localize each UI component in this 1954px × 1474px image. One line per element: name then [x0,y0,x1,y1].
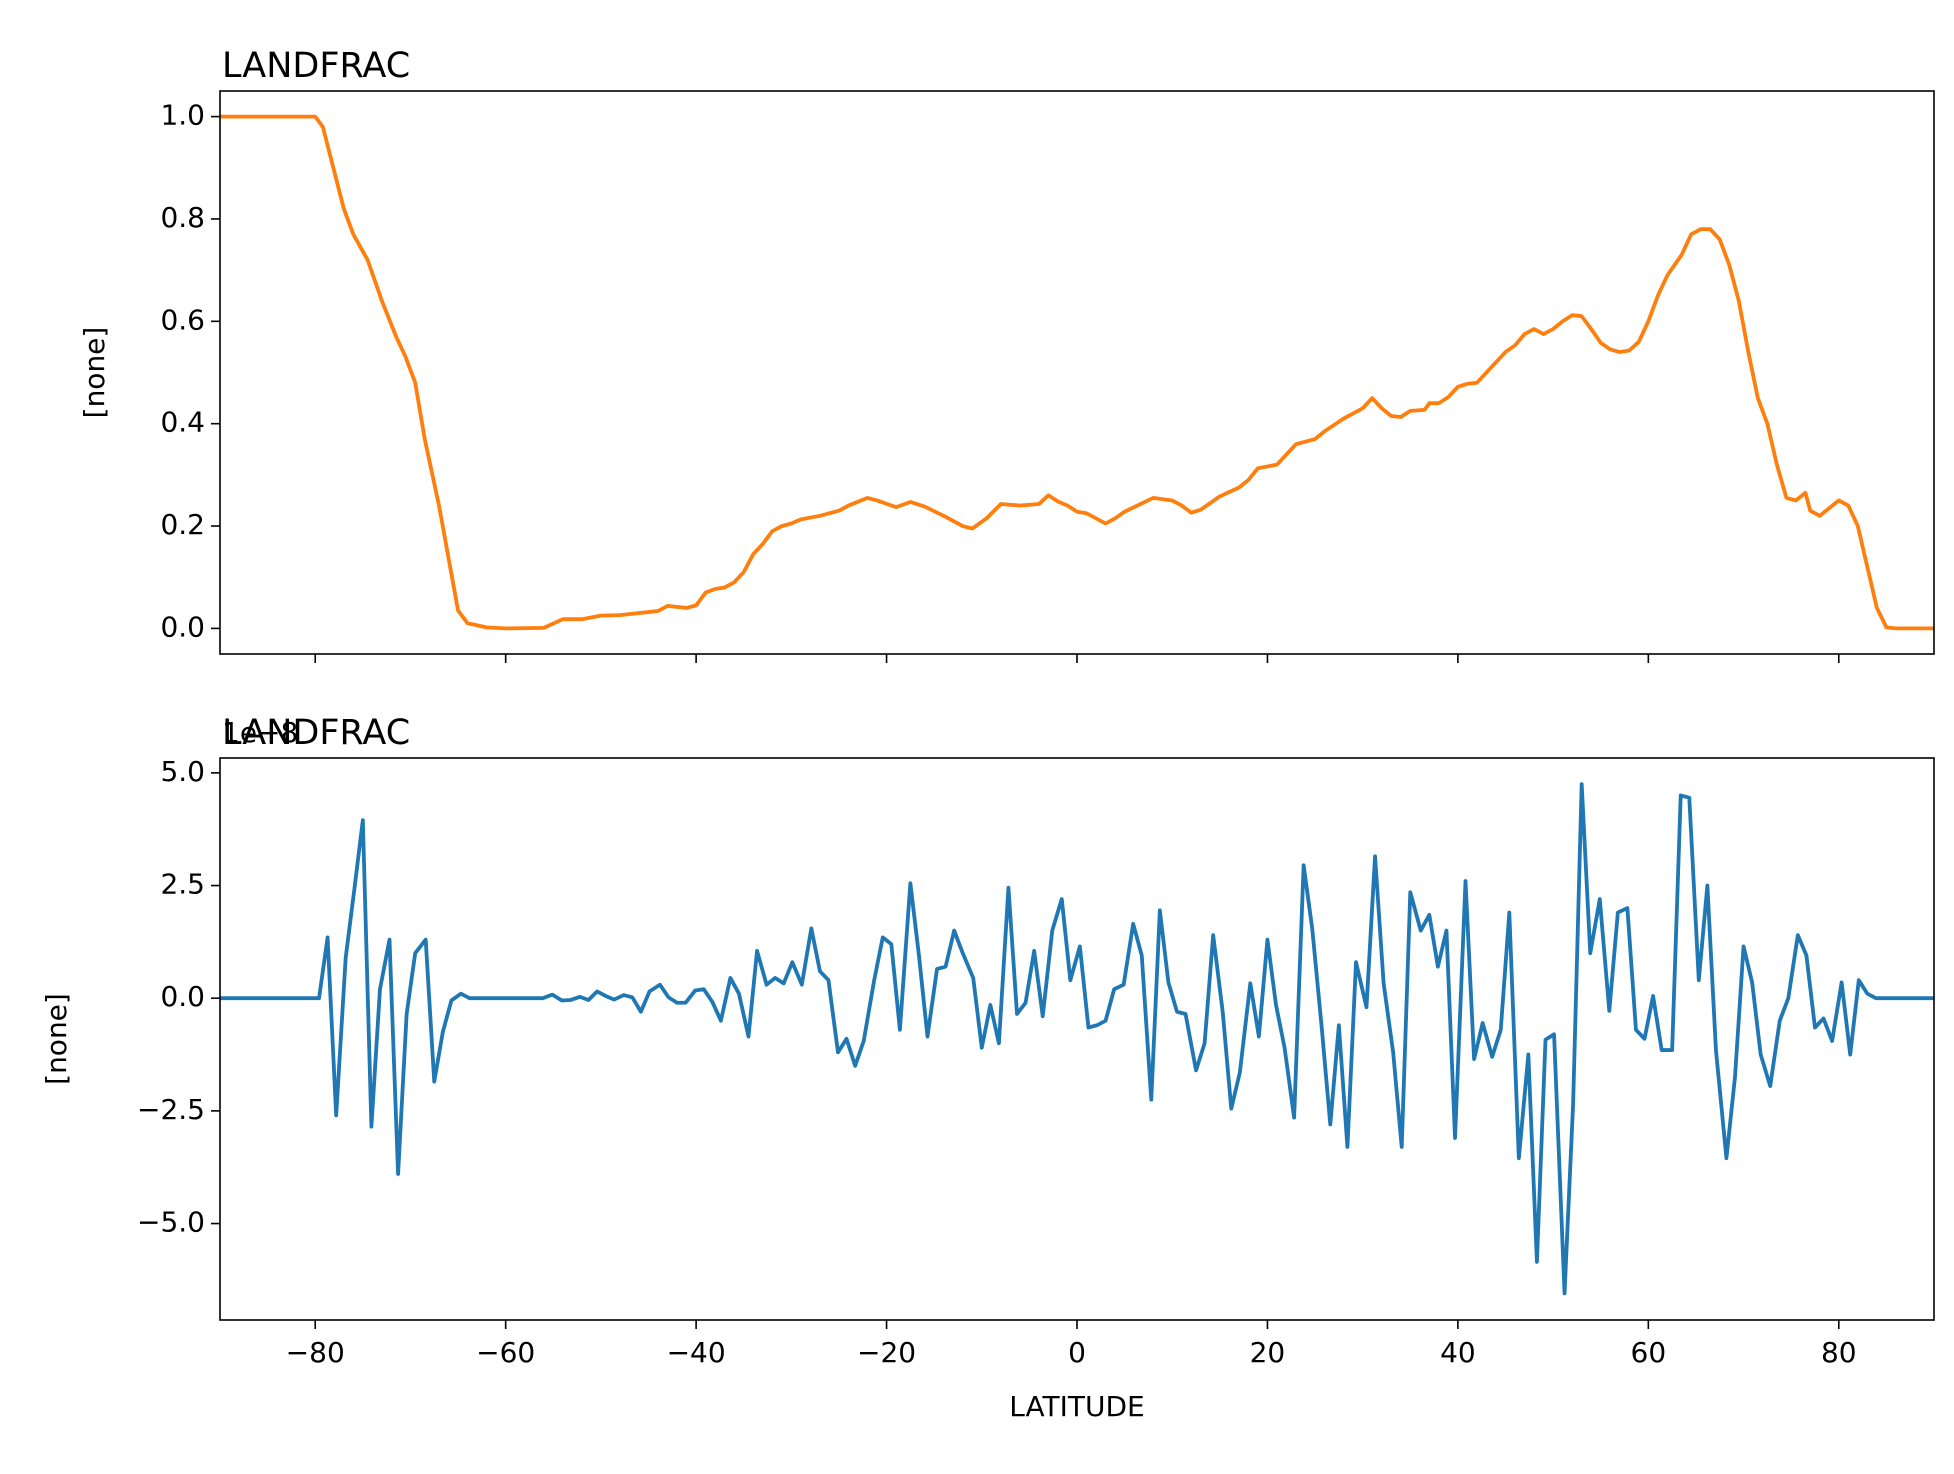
x-tick-label: 40 [1440,1336,1476,1369]
y-axis-label: [none] [78,327,111,419]
y-tick-label: 2.5 [160,868,205,901]
x-tick-label: −40 [667,1336,726,1369]
y-tick-label: 0.0 [160,980,205,1013]
y-tick-label: −5.0 [137,1206,205,1239]
x-tick-label: −20 [857,1336,916,1369]
y-tick-label: 5.0 [160,755,205,788]
plot-area [220,782,1934,1296]
y-tick-label: 1.0 [160,99,205,132]
x-tick-label: −80 [286,1336,345,1369]
x-tick-label: 80 [1821,1336,1857,1369]
plot-area [220,114,1934,631]
y-axis-label: [none] [40,993,73,1085]
x-axis-label: LATITUDE [1009,1390,1144,1423]
chart-title: LANDFRAC [222,713,410,753]
y-tick-label: 0.6 [160,303,205,336]
data-line [220,782,1934,1296]
y-tick-label: 0.0 [160,610,205,643]
x-tick-label: −60 [476,1336,535,1369]
axes-frame [219,90,1935,655]
y-tick-label: 0.2 [160,508,205,541]
offset-text: 1e−8 [222,716,298,749]
x-tick-label: 0 [1068,1336,1086,1369]
y-tick-label: 0.8 [160,201,205,234]
x-tick-label: 20 [1250,1336,1286,1369]
y-tick-label: 0.4 [160,406,205,439]
chart-title: LANDFRAC [222,46,410,86]
y-tick-label: −2.5 [137,1093,205,1126]
data-line [220,114,1934,631]
x-tick-label: 60 [1631,1336,1667,1369]
axes-frame [219,757,1935,1321]
